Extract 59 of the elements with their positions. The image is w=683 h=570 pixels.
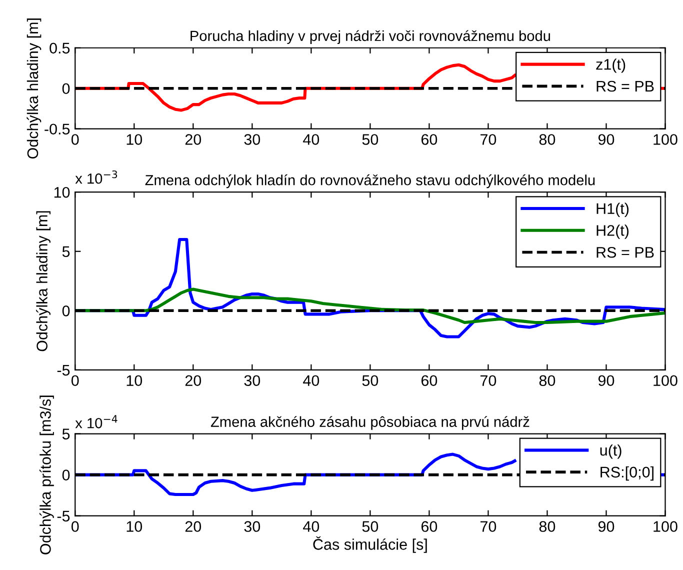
x-tick-label: 100	[654, 521, 678, 532]
y-axis-title: Odchýlka hladiny [m]	[36, 211, 50, 352]
x-tick-label: 80	[539, 521, 556, 532]
y-tick-label: -5	[57, 510, 70, 522]
legend-label: RS = PB	[596, 246, 654, 258]
x-tick-label: 70	[480, 375, 496, 386]
y-tick-label: 0.5	[50, 42, 70, 54]
x-tick-label: 30	[244, 521, 260, 532]
x-tick-label: 60	[421, 134, 438, 145]
y-tick-label: 0	[62, 83, 70, 94]
x-tick-label: 100	[654, 134, 678, 145]
x-tick-label: 20	[185, 521, 202, 532]
y-tick-label: 0	[62, 306, 70, 316]
x-tick-label: 90	[598, 134, 614, 145]
x-axis-title: Čas simulácie [s]	[313, 536, 427, 553]
legend-label: z1(t)	[596, 58, 626, 73]
x-tick-label: 70	[480, 521, 496, 532]
x-tick-label: 50	[362, 521, 378, 532]
text: x 10$^{−4}$	[75, 415, 118, 428]
x-tick-label: 40	[303, 375, 320, 386]
legend-label: H2(t)	[596, 224, 629, 239]
x-tick-label: 40	[303, 521, 320, 532]
x-tick-label: 20	[185, 134, 202, 145]
x-tick-label: 40	[303, 134, 320, 145]
y-axis-title: Odchýlka hladiny [m]	[26, 18, 42, 159]
y-axis-title: Odchýlka prítoku [m3/s]	[39, 396, 54, 554]
y-tick-label: 0	[62, 470, 70, 480]
legend-label: u(t)	[600, 444, 622, 459]
x-tick-label: 60	[421, 521, 438, 532]
x-tick-label: 80	[539, 134, 556, 145]
chart-title: Porucha hladiny v prvej nádrži voči rovnovážnemu bodu	[190, 30, 550, 44]
x-tick-label: 90	[598, 521, 614, 532]
x-tick-label: 100	[654, 375, 678, 386]
text: x 10$^{−3}$	[75, 170, 118, 184]
y-tick-label: 5	[62, 246, 70, 258]
chart-title: Zmena odchýlok hladín do rovnovážneho stavu odchýlkového modelu	[145, 174, 595, 188]
legend-label: RS = PB	[596, 80, 654, 92]
legend-label: RS:[0;0]	[600, 466, 654, 481]
x-tick-label: 30	[244, 375, 260, 386]
x-tick-label: 20	[185, 375, 202, 386]
x-tick-label: 50	[362, 134, 378, 145]
x-tick-label: 30	[244, 134, 260, 145]
x-tick-label: 80	[539, 375, 556, 386]
chart-title: Zmena akčného zásahu pôsobiaca na prvú nádrž	[210, 416, 530, 430]
x-tick-label: 90	[598, 375, 614, 386]
x-tick-label: 60	[421, 375, 438, 386]
x-tick-label: 0	[71, 521, 79, 532]
x-tick-label: 0	[71, 375, 79, 386]
y-tick-label: 10	[54, 186, 70, 198]
legend-label: H1(t)	[596, 202, 629, 218]
x-tick-label: 70	[480, 134, 496, 145]
x-tick-label: 10	[126, 134, 142, 145]
y-tick-label: -5	[57, 364, 70, 376]
y-tick-label: -0.5	[44, 124, 70, 135]
x-tick-label: 10	[126, 521, 142, 532]
x-tick-label: 50	[362, 375, 378, 386]
y-tick-label: 5	[62, 428, 70, 440]
x-tick-label: 0	[71, 134, 79, 145]
x-tick-label: 10	[126, 375, 142, 386]
